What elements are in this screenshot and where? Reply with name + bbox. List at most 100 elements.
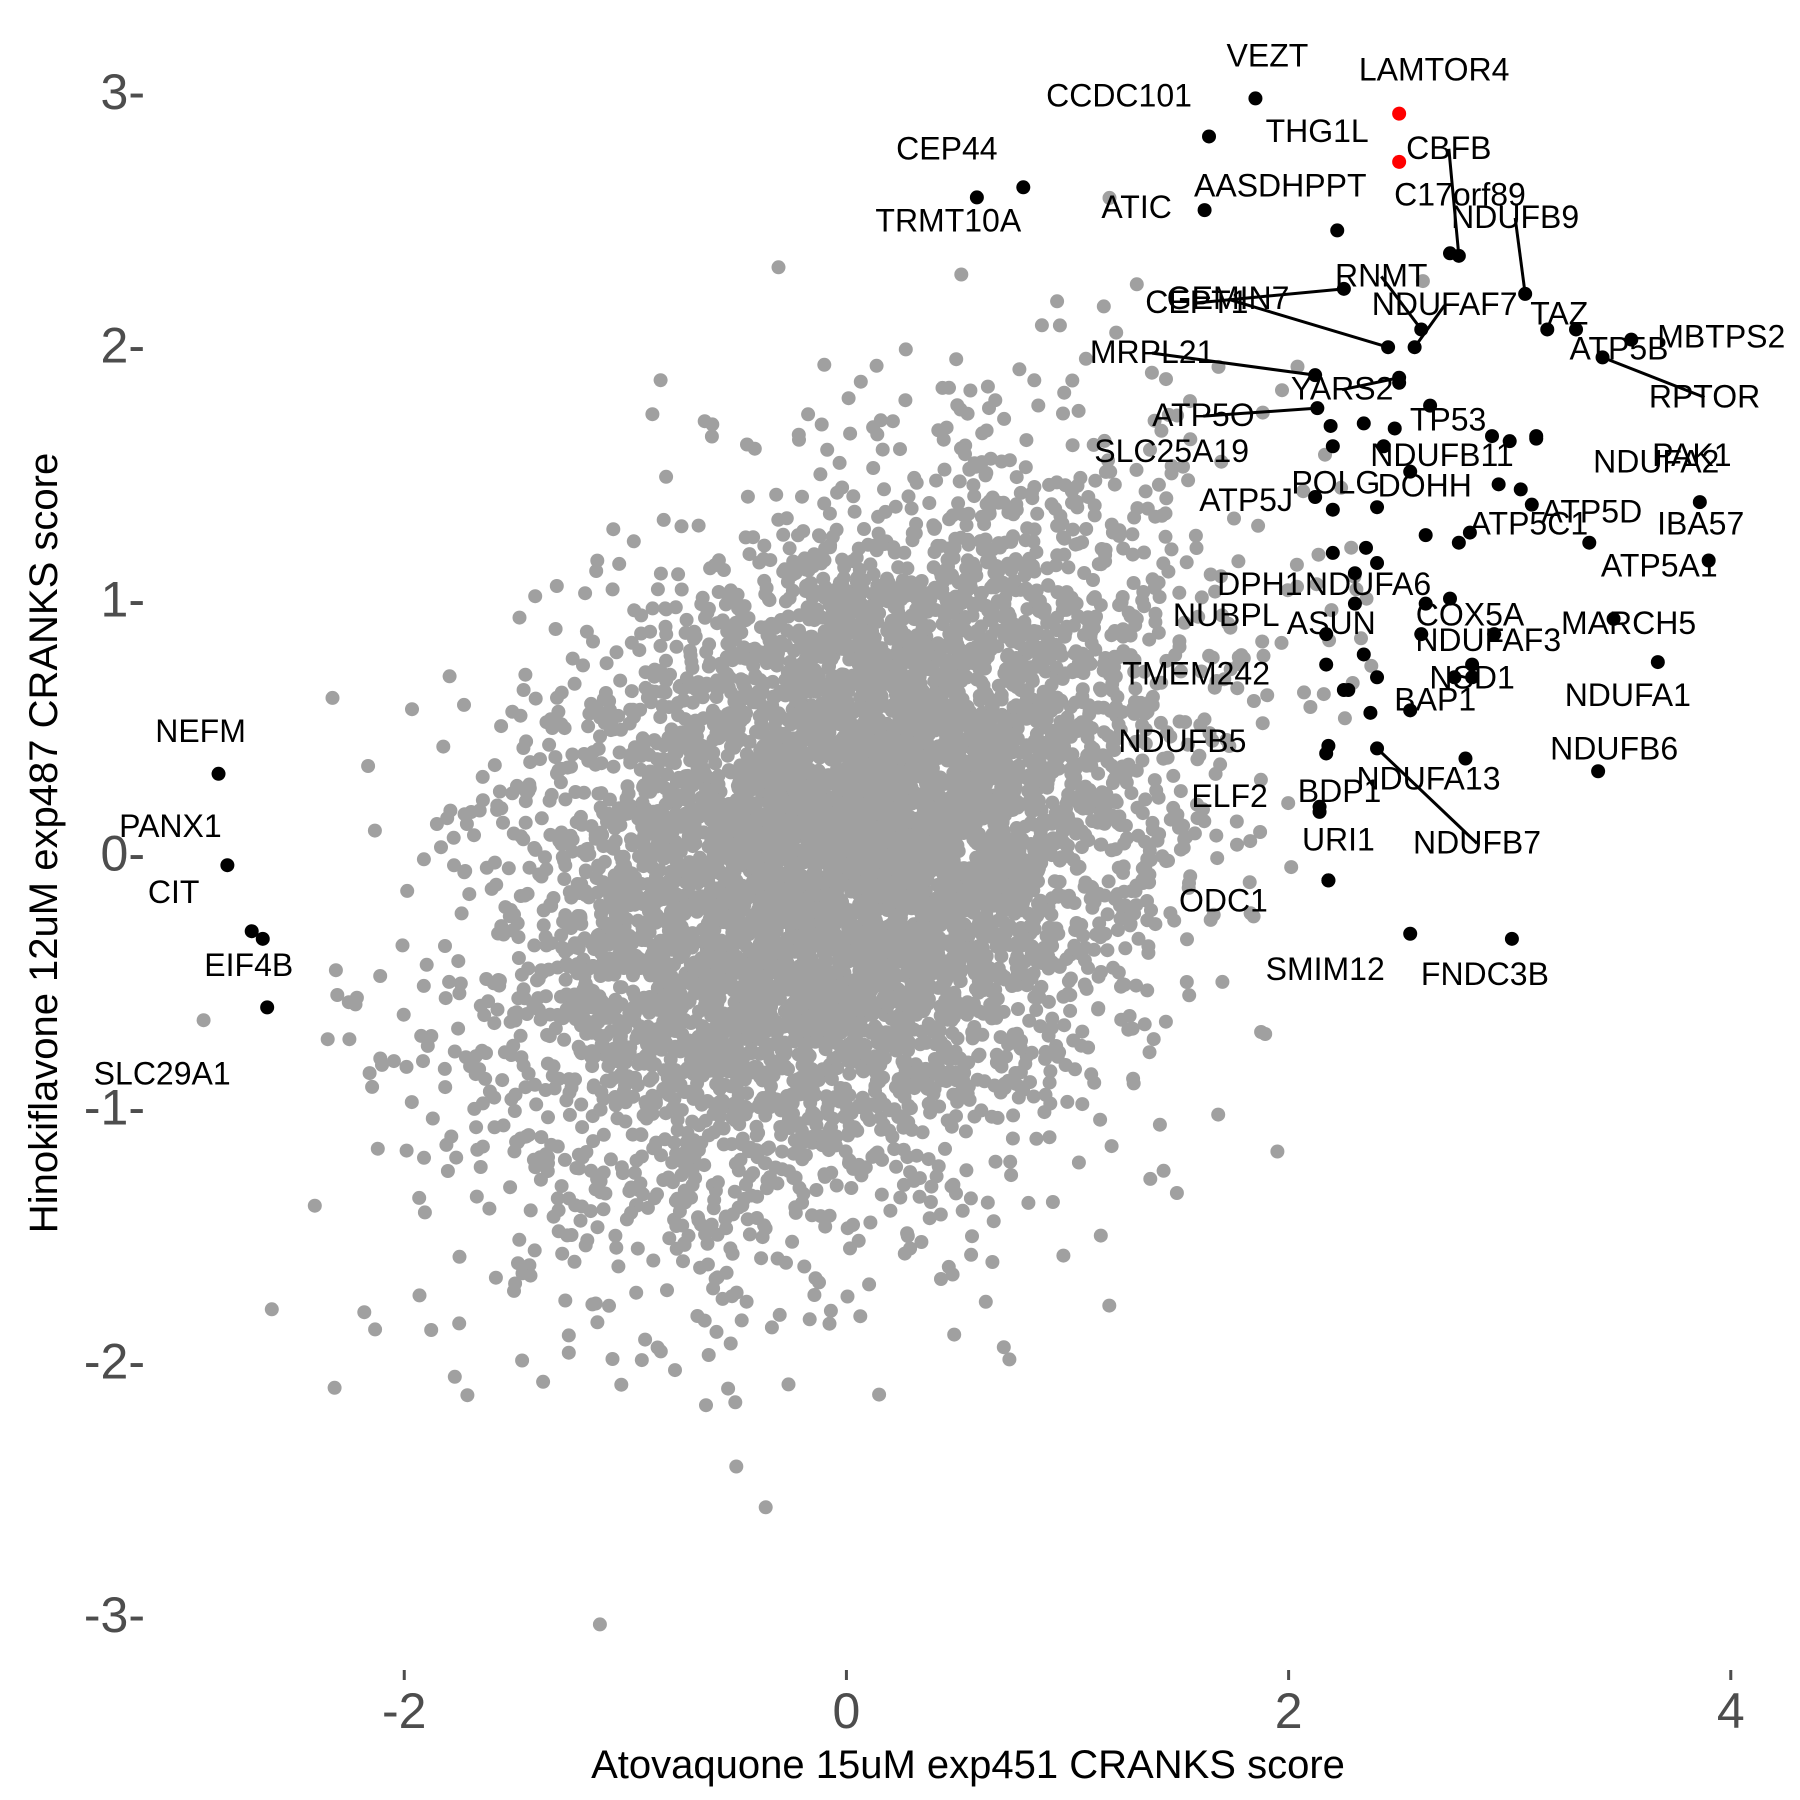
background-point: [998, 1077, 1012, 1091]
background-point: [514, 709, 528, 723]
background-point: [946, 1178, 960, 1192]
background-point: [441, 1164, 455, 1178]
background-point: [1112, 523, 1126, 537]
background-point: [1098, 554, 1112, 568]
background-point: [574, 810, 588, 824]
background-point: [475, 1044, 489, 1058]
background-point: [342, 1032, 356, 1046]
background-point: [676, 1254, 690, 1268]
background-point: [954, 268, 968, 282]
background-point: [906, 533, 920, 547]
background-point: [442, 975, 456, 989]
background-point: [549, 622, 563, 636]
background-point: [528, 589, 542, 603]
background-point: [460, 817, 474, 831]
background-point: [846, 489, 860, 503]
background-point: [469, 1120, 483, 1134]
background-point: [602, 1299, 616, 1313]
background-point: [843, 639, 857, 653]
background-point: [938, 1142, 952, 1156]
background-point: [562, 1346, 576, 1360]
background-point: [1086, 573, 1100, 587]
background-point: [541, 1110, 555, 1124]
background-point: [981, 1196, 995, 1210]
background-point: [497, 1118, 511, 1132]
background-point: [886, 680, 900, 694]
background-point: [1174, 784, 1188, 798]
background-point: [1174, 843, 1188, 857]
background-point: [1067, 853, 1081, 867]
background-point: [416, 1054, 430, 1068]
background-point: [981, 380, 995, 394]
background-point: [838, 1109, 852, 1123]
background-point: [1127, 511, 1141, 525]
background-point: [1104, 704, 1118, 718]
background-point: [1143, 1045, 1157, 1059]
background-point: [555, 1247, 569, 1261]
background-point: [1072, 1156, 1086, 1170]
background-point: [735, 1313, 749, 1327]
background-point: [757, 539, 771, 553]
background-point: [989, 1155, 1003, 1169]
background-point: [1060, 710, 1074, 724]
background-point: [875, 1188, 889, 1202]
background-point: [932, 1100, 946, 1114]
background-point: [741, 490, 755, 504]
background-point: [482, 1202, 496, 1216]
background-point: [675, 583, 689, 597]
background-point: [1124, 786, 1138, 800]
background-point: [671, 696, 685, 710]
background-point: [1007, 700, 1021, 714]
background-point: [493, 785, 507, 799]
background-point: [1053, 318, 1067, 332]
background-point: [436, 740, 450, 754]
background-point: [924, 1195, 938, 1209]
background-point: [417, 852, 431, 866]
background-point: [622, 787, 636, 801]
background-point: [1230, 815, 1244, 829]
background-point: [1063, 1004, 1077, 1018]
background-point: [470, 1190, 484, 1204]
background-point: [555, 941, 569, 955]
background-point: [495, 1073, 509, 1087]
background-point: [660, 1283, 674, 1297]
background-point: [1102, 1299, 1116, 1313]
background-point: [671, 567, 685, 581]
background-point: [557, 872, 571, 886]
background-point: [775, 1162, 789, 1176]
background-point: [1148, 917, 1162, 931]
background-point: [1006, 1132, 1020, 1146]
background-point: [657, 513, 671, 527]
background-point: [953, 474, 967, 488]
background-point: [928, 520, 942, 534]
background-point: [519, 816, 533, 830]
background-point: [326, 691, 340, 705]
background-point: [951, 496, 965, 510]
background-point: [1190, 541, 1204, 555]
background-point: [400, 1060, 414, 1074]
background-point: [651, 1341, 665, 1355]
background-point: [1030, 507, 1044, 521]
background-point: [514, 1029, 528, 1043]
background-point: [563, 1108, 577, 1122]
background-point: [1094, 965, 1108, 979]
background-point: [350, 991, 364, 1005]
background-point: [611, 1111, 625, 1125]
background-point: [739, 530, 753, 544]
background-point: [830, 1179, 844, 1193]
background-point: [771, 513, 785, 527]
background-point: [535, 811, 549, 825]
background-point: [330, 988, 344, 1002]
background-point: [748, 442, 762, 456]
background-point: [1072, 404, 1086, 418]
background-point: [862, 1277, 876, 1291]
background-point: [1068, 596, 1082, 610]
background-point: [1046, 1195, 1060, 1209]
background-point: [529, 1097, 543, 1111]
background-point: [754, 1251, 768, 1265]
background-point: [1127, 576, 1141, 590]
background-point: [449, 1151, 463, 1165]
background-point: [597, 1202, 611, 1216]
background-point: [1159, 491, 1173, 505]
background-point: [558, 1294, 572, 1308]
